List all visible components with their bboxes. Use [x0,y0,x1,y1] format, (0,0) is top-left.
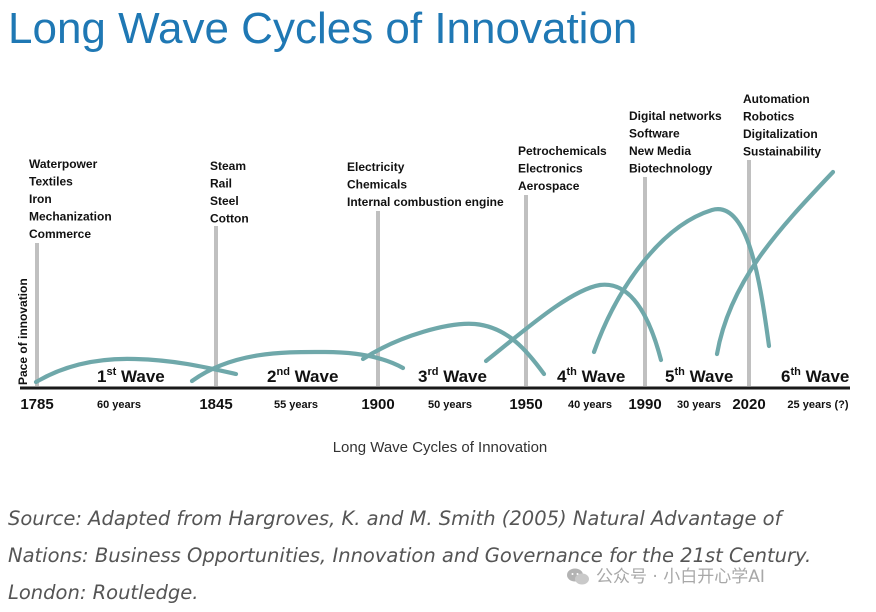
wave-curve-1 [33,356,239,385]
wave-label-2: 2nd Wave [267,366,338,386]
tech-list-wave-2: Steam Rail Steel Cotton [210,159,249,226]
tech-item: Automation [743,92,810,106]
duration-label-2: 55 years [274,399,318,411]
wave-curve-3 [360,321,547,377]
wave-label-1: 1st Wave [97,366,165,386]
duration-label-3: 50 years [428,399,472,411]
year-label-1845: 1845 [199,396,232,413]
tech-item: Cotton [210,212,249,226]
tech-item: Electronics [518,162,583,176]
tech-item: Biotechnology [629,162,713,176]
watermark: 公众号 · 小白开心学AI [566,562,765,587]
year-label-1990: 1990 [628,396,661,413]
tech-item: Mechanization [29,210,112,224]
tech-item: Software [629,127,680,141]
duration-label-1: 60 years [97,399,141,411]
tech-list-wave-6: Automation Robotics Digitalization Sustaina… [743,92,821,159]
tech-item: Petrochemicals [518,144,607,158]
tech-item: Robotics [743,110,795,124]
tech-item: Chemicals [347,178,407,192]
tech-item: Internal combustion engine [347,195,504,209]
tech-item: Electricity [347,160,405,174]
year-label-1785: 1785 [20,396,53,413]
tech-list-wave-4: Petrochemicals Electronics Aerospace [518,144,607,193]
y-axis-label: Pace of innovation [16,278,30,385]
wave-curve-5 [591,207,772,355]
tech-list-wave-3: Electricity Chemicals Internal combustion … [347,160,504,209]
tech-item: Steam [210,159,246,173]
tech-item: Iron [29,192,52,206]
wave-label-4: 4th Wave [557,366,625,386]
year-label-1950: 1950 [509,396,542,413]
wave-curve-4 [483,282,664,364]
wave-label-3: 3rd Wave [418,366,487,386]
duration-label-6: 25 years (?) [787,399,848,411]
tech-item: Aerospace [518,179,580,193]
tech-list-wave-1: Waterpower Textiles Iron Mechanization Comme… [29,157,112,241]
duration-label-5: 30 years [677,399,721,411]
year-label-2020: 2020 [732,396,765,413]
wave-label-5: 5th Wave [665,366,733,386]
tech-item: Sustainability [743,145,821,159]
source-citation: Source: Adapted from Hargroves, K. and M… [8,507,812,604]
watermark-text: 公众号 · 小白开心学AI [596,567,765,587]
tech-item: Digital networks [629,109,722,123]
tech-item: Steel [210,194,239,208]
tech-list-wave-5: Digital networks Software New Media Biotech… [629,109,722,176]
wave-curve-2 [189,349,406,384]
tech-item: Rail [210,177,232,191]
wave-label-6: 6th Wave [781,366,849,386]
tech-item: New Media [629,144,691,158]
wechat-icon [567,568,589,585]
figure-caption: Long Wave Cycles of Innovation [332,439,548,456]
wave-curve-6 [714,169,836,357]
duration-label-4: 40 years [568,399,612,411]
tech-item: Digitalization [743,127,818,141]
tech-item: Waterpower [29,157,98,171]
page-title: Long Wave Cycles of Innovation [8,4,638,53]
tech-item: Textiles [29,175,73,189]
tech-item: Commerce [29,227,91,241]
year-label-1900: 1900 [361,396,394,413]
